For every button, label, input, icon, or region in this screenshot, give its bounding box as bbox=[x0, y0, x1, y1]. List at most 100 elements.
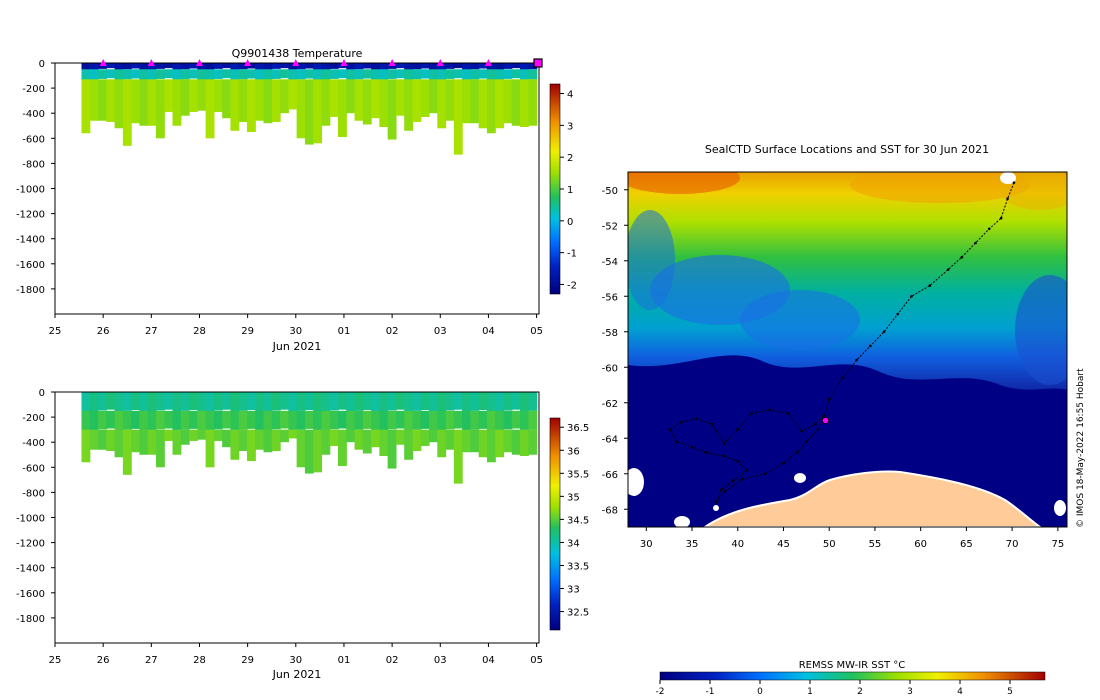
section-cell bbox=[296, 429, 306, 468]
sst-warm-patch bbox=[628, 172, 740, 194]
section-cell bbox=[114, 69, 124, 81]
section-cell bbox=[470, 392, 480, 411]
section-cell bbox=[338, 69, 347, 79]
section-cell bbox=[338, 429, 347, 467]
section-cell bbox=[271, 69, 281, 79]
section-cell bbox=[429, 410, 438, 431]
section-cell bbox=[346, 79, 356, 114]
profile-markers bbox=[99, 58, 543, 68]
section-cell bbox=[131, 429, 141, 453]
section-cell bbox=[246, 429, 256, 462]
section-cell bbox=[147, 410, 157, 431]
section-cell bbox=[230, 79, 240, 131]
lat-tick-label: -56 bbox=[602, 292, 618, 303]
x-tick-label: 04 bbox=[482, 655, 495, 666]
section-cell bbox=[131, 79, 141, 124]
section-cell bbox=[445, 392, 455, 411]
section-cell bbox=[131, 69, 141, 79]
section-cell bbox=[528, 392, 538, 411]
section-cell bbox=[230, 69, 240, 81]
section-cell bbox=[139, 79, 149, 126]
section-cell bbox=[147, 69, 157, 80]
section-cell bbox=[462, 69, 471, 81]
track-point bbox=[736, 460, 740, 463]
section-cell bbox=[404, 69, 414, 81]
section-cell bbox=[230, 63, 240, 71]
section-cell bbox=[288, 63, 298, 71]
section-cell bbox=[114, 392, 124, 412]
temperature-colorbar bbox=[550, 84, 560, 294]
section-cell bbox=[304, 63, 314, 69]
section-cell bbox=[453, 63, 463, 69]
y-tick-label: -200 bbox=[22, 84, 45, 95]
temperature-title: Q9901438 Temperature bbox=[232, 47, 363, 60]
section-cell bbox=[495, 429, 505, 458]
section-cell bbox=[81, 410, 91, 431]
section-cell bbox=[263, 429, 273, 453]
section-cell bbox=[470, 63, 480, 70]
lon-tick-label: 40 bbox=[731, 539, 744, 550]
section-cell bbox=[354, 410, 364, 430]
sst-tick-label: -2 bbox=[656, 687, 665, 697]
track-point bbox=[855, 358, 858, 362]
section-cell bbox=[106, 392, 116, 410]
section-cell bbox=[255, 392, 265, 412]
track-point bbox=[679, 420, 683, 424]
profile-marker bbox=[484, 59, 492, 66]
salinity-colorbar-ticks: 36.5 36 35.5 35 34.5 34 33.5 33 32.5 bbox=[560, 423, 589, 619]
section-cell bbox=[81, 79, 91, 134]
section-cell bbox=[478, 392, 488, 411]
section-cell bbox=[197, 69, 207, 81]
track-point bbox=[722, 454, 726, 458]
y-tick-label: -1400 bbox=[16, 235, 45, 246]
colorbar-tick-label: 33.5 bbox=[567, 561, 589, 572]
lon-tick-label: 45 bbox=[777, 539, 790, 550]
section-cell bbox=[263, 79, 273, 124]
section-cell bbox=[280, 392, 289, 410]
section-cell bbox=[437, 410, 447, 431]
section-cell bbox=[122, 79, 132, 146]
section-cell bbox=[470, 410, 480, 430]
section-cell bbox=[296, 69, 306, 80]
track-point bbox=[722, 442, 726, 445]
section-cell bbox=[520, 410, 529, 431]
section-cell bbox=[528, 79, 538, 126]
section-cell bbox=[362, 429, 372, 454]
section-cell bbox=[486, 63, 496, 71]
section-cell bbox=[89, 429, 99, 450]
colorbar-tick-label: 0 bbox=[567, 217, 573, 228]
section-cell bbox=[164, 63, 174, 69]
y-tick-label: -1200 bbox=[16, 210, 45, 221]
salinity-colorbar bbox=[550, 418, 560, 630]
track-point bbox=[946, 268, 950, 271]
section-cell bbox=[528, 69, 538, 80]
latest-profile-marker bbox=[533, 58, 543, 68]
section-cell bbox=[379, 410, 389, 431]
colorbar-tick-label: -1 bbox=[567, 249, 577, 260]
section-cell bbox=[296, 392, 306, 411]
section-cell bbox=[470, 429, 480, 453]
section-cell bbox=[371, 79, 380, 119]
section-cell bbox=[329, 392, 339, 411]
colorbar-tick-label: 35.5 bbox=[567, 469, 589, 480]
section-cell bbox=[189, 63, 198, 69]
section-cell bbox=[205, 429, 215, 468]
section-cell bbox=[420, 69, 430, 79]
section-cell bbox=[470, 69, 480, 80]
section-cell bbox=[98, 392, 107, 411]
section-cell bbox=[155, 79, 165, 139]
section-cell bbox=[81, 69, 91, 81]
section-cell bbox=[528, 410, 538, 430]
section-cell bbox=[180, 392, 190, 411]
section-cell bbox=[412, 63, 422, 70]
track-point bbox=[763, 472, 767, 476]
x-tick-label: 28 bbox=[193, 326, 206, 337]
section-cell bbox=[288, 410, 298, 431]
section-cell bbox=[106, 429, 116, 451]
section-cell bbox=[346, 63, 356, 71]
section-cell bbox=[387, 392, 397, 411]
section-cell bbox=[263, 392, 273, 412]
section-cell bbox=[164, 410, 174, 429]
y-tick-label: -1600 bbox=[16, 260, 45, 271]
sst-colorbar-frame bbox=[659, 671, 1046, 681]
